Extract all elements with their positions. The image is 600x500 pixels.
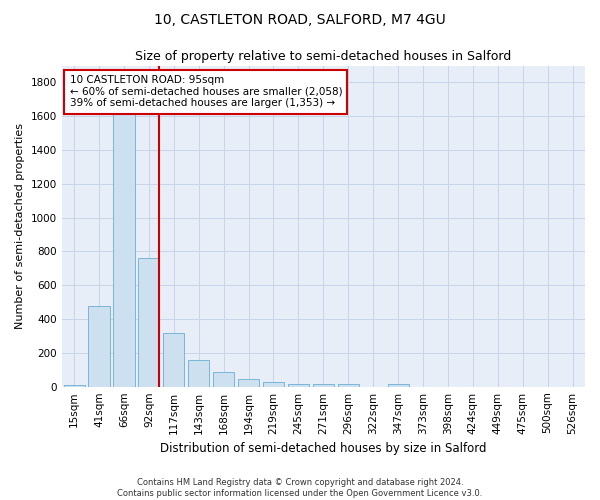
- X-axis label: Distribution of semi-detached houses by size in Salford: Distribution of semi-detached houses by …: [160, 442, 487, 455]
- Bar: [288, 384, 309, 386]
- Bar: [163, 332, 184, 386]
- Title: Size of property relative to semi-detached houses in Salford: Size of property relative to semi-detach…: [135, 50, 511, 63]
- Bar: [388, 384, 409, 386]
- Bar: [313, 384, 334, 386]
- Bar: [88, 306, 110, 386]
- Text: Contains HM Land Registry data © Crown copyright and database right 2024.
Contai: Contains HM Land Registry data © Crown c…: [118, 478, 482, 498]
- Bar: [113, 108, 134, 386]
- Bar: [338, 384, 359, 386]
- Bar: [138, 258, 160, 386]
- Bar: [64, 385, 85, 386]
- Text: 10 CASTLETON ROAD: 95sqm
← 60% of semi-detached houses are smaller (2,058)
39% o: 10 CASTLETON ROAD: 95sqm ← 60% of semi-d…: [70, 75, 342, 108]
- Bar: [188, 360, 209, 386]
- Y-axis label: Number of semi-detached properties: Number of semi-detached properties: [15, 123, 25, 329]
- Bar: [263, 382, 284, 386]
- Bar: [238, 378, 259, 386]
- Bar: [213, 372, 234, 386]
- Text: 10, CASTLETON ROAD, SALFORD, M7 4GU: 10, CASTLETON ROAD, SALFORD, M7 4GU: [154, 12, 446, 26]
